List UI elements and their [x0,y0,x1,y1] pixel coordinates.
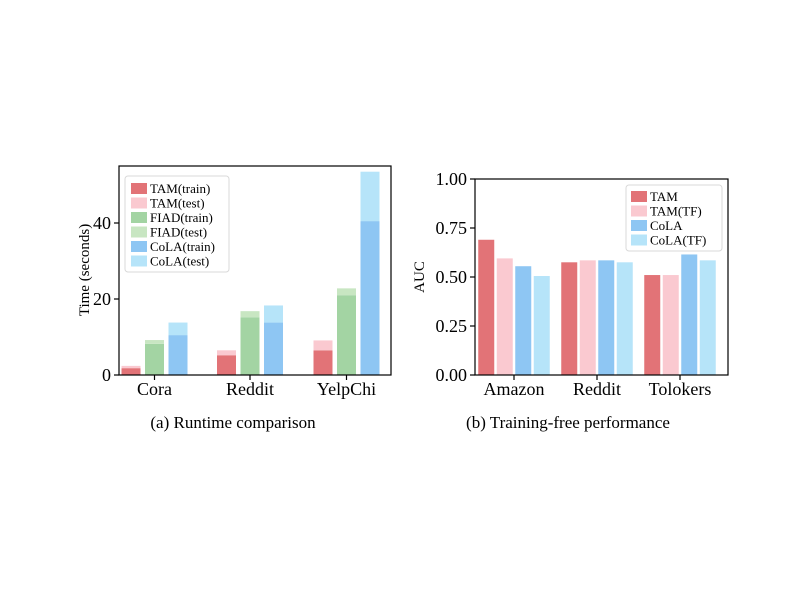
auc-x-tick-label: Tolokers [649,379,712,399]
auc-legend-label: TAM [650,189,678,204]
auc-legend-swatch [631,191,647,202]
runtime-legend-swatch [131,255,147,267]
runtime-x-ticks: Cora Reddit YelpChi [137,375,376,399]
runtime-x-tick-label: Reddit [226,379,274,399]
runtime-legend-swatch [131,241,147,252]
runtime-legend-label: TAM(test) [150,196,205,211]
runtime-legend-swatch [131,197,147,209]
runtime-legend-label: FIAD(train) [150,210,213,225]
runtime-y-tick-label: 0 [102,365,111,385]
bar-fiad-test-cora [145,340,164,344]
auc-legend-label: CoLA(TF) [650,233,706,248]
auc-y-ticks: 0.00 0.25 0.50 0.75 1.00 [436,169,475,385]
bar-tam-tf-tolokers [662,275,679,375]
bar-fiad-train-yelpchi [337,295,356,375]
bar-cola-tf-amazon [533,276,550,375]
runtime-chart: 0 20 40 Cora Reddit YelpChi Time (seconds) T… [77,165,392,432]
bar-cola-train-cora [168,335,188,375]
bar-tam-test-yelpchi [313,340,333,351]
runtime-y-axis-label: Time (seconds) [77,224,93,316]
bar-tam-test-cora [121,365,141,369]
runtime-caption: (a) Runtime comparison [150,413,316,432]
bar-tam-tf-amazon [496,258,513,375]
auc-x-ticks: Amazon Reddit Tolokers [484,375,712,399]
runtime-legend-frame [124,175,230,273]
auc-legend-swatch [631,220,647,231]
runtime-y-tick-label: 40 [93,213,111,233]
bar-fiad-train-cora [145,343,164,375]
runtime-legend-swatch [131,212,147,223]
auc-caption: (b) Training-free performance [466,413,670,432]
auc-legend-label: CoLA [650,218,683,233]
runtime-plot-frame [118,165,392,376]
auc-legend-swatch [631,234,647,246]
bar-tam-train-yelpchi [313,350,333,375]
bar-cola-tf-reddit [616,262,633,375]
bar-tam-amazon [478,239,495,375]
runtime-legend: TAM(train)TAM(test)FIAD(train)FIAD(test)… [124,175,230,273]
bar-tam-tolokers [644,275,661,375]
auc-y-tick-label: 0.25 [436,316,468,336]
auc-legend-label: TAM(TF) [650,204,702,219]
auc-y-tick-label: 1.00 [436,169,468,189]
bar-fiad-train-reddit [240,317,260,375]
runtime-y-ticks: 0 20 40 [93,213,119,385]
bar-tam-tf-reddit [579,260,596,375]
bar-cola-reddit [598,260,615,375]
runtime-legend-label: CoLA(test) [150,254,209,269]
runtime-bars [121,171,380,375]
runtime-x-tick-label: Cora [137,379,172,399]
bar-cola-tf-tolokers [699,260,716,375]
runtime-x-tick-label: YelpChi [317,379,376,399]
bar-cola-test-reddit [264,305,283,323]
bar-cola-test-yelpchi [360,171,380,222]
bar-fiad-test-yelpchi [337,288,356,296]
bar-cola-amazon [515,266,532,375]
auc-bars [478,239,716,375]
bar-cola-train-reddit [264,322,283,375]
bar-fiad-test-reddit [240,311,260,318]
runtime-legend-label: TAM(train) [150,181,210,196]
auc-legend-frame [625,184,723,252]
auc-x-tick-label: Reddit [573,379,621,399]
auc-x-tick-label: Amazon [484,379,545,399]
auc-legend-swatch [631,205,647,217]
runtime-legend-swatch [131,226,147,238]
bar-cola-tolokers [681,254,698,375]
runtime-legend-label: CoLA(train) [150,239,215,254]
auc-y-tick-label: 0.50 [436,267,468,287]
bar-cola-test-cora [168,322,188,336]
runtime-legend-label: FIAD(test) [150,225,207,240]
bar-tam-train-cora [121,368,141,375]
bar-tam-train-reddit [217,355,236,375]
runtime-y-tick-label: 20 [93,289,111,309]
auc-y-tick-label: 0.75 [436,218,468,238]
bar-cola-train-yelpchi [360,221,380,375]
bar-tam-test-reddit [217,350,236,356]
auc-y-tick-label: 0.00 [436,365,468,385]
auc-y-axis-label: AUC [412,261,428,293]
runtime-legend-swatch [131,183,147,194]
bar-tam-reddit [561,262,578,375]
auc-chart: 0.00 0.25 0.50 0.75 1.00 Amazon Reddit Toloker… [412,169,729,432]
